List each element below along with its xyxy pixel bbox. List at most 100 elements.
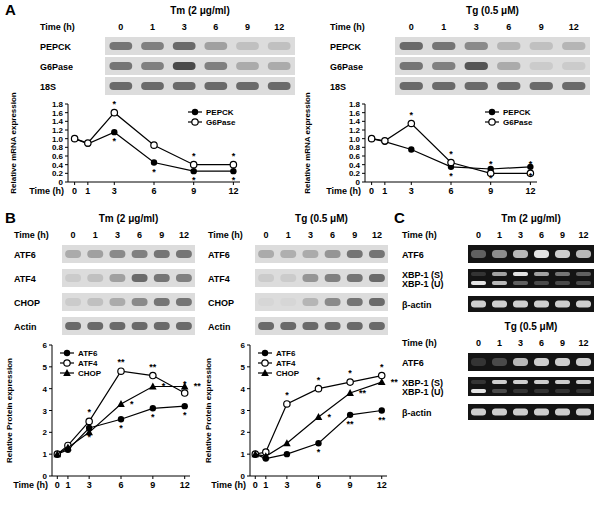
x-tick-label: 1 bbox=[382, 186, 387, 196]
x-tick-label: 9 bbox=[348, 480, 353, 490]
significance: * bbox=[380, 362, 384, 372]
data-point bbox=[111, 109, 117, 115]
plot-area bbox=[251, 372, 385, 461]
legend-label: PEPCK bbox=[503, 108, 531, 117]
y-tick bbox=[247, 432, 250, 433]
time-value: 1 bbox=[497, 230, 502, 240]
time-value: 12 bbox=[569, 22, 579, 32]
y-tick-label: 1.4 bbox=[52, 117, 64, 126]
significance: * bbox=[87, 407, 91, 417]
legend-label: ATF4 bbox=[276, 359, 296, 368]
time-value: 0 bbox=[476, 338, 481, 348]
significance: * bbox=[162, 381, 166, 391]
y-tick-label: 3 bbox=[241, 407, 246, 416]
y-tick-label: 5 bbox=[241, 363, 246, 372]
significance: * bbox=[151, 412, 155, 422]
band bbox=[132, 250, 148, 258]
data-point bbox=[86, 418, 92, 424]
y-tick bbox=[65, 147, 68, 148]
y-tick-label: 1.2 bbox=[52, 126, 64, 135]
x-tick-label: 0 bbox=[55, 480, 60, 490]
significance: * bbox=[87, 432, 91, 442]
significance: * bbox=[348, 368, 352, 378]
data-point bbox=[54, 450, 62, 457]
legend-marker bbox=[192, 109, 198, 115]
band bbox=[497, 82, 520, 90]
band bbox=[173, 42, 196, 50]
data-point bbox=[85, 141, 91, 147]
y-tick-label: 0.8 bbox=[52, 143, 64, 152]
band bbox=[268, 82, 291, 90]
x-axis-title: Time (h) bbox=[326, 186, 361, 196]
significance: * bbox=[130, 399, 134, 409]
band bbox=[497, 42, 520, 50]
time-value: 12 bbox=[179, 230, 189, 240]
group-title: Tm (2 μg/ml) bbox=[99, 213, 158, 224]
significance: * bbox=[232, 175, 236, 185]
data-point bbox=[181, 390, 187, 396]
band bbox=[555, 358, 570, 366]
x-tick bbox=[384, 182, 385, 185]
band bbox=[280, 250, 296, 258]
blot-background bbox=[62, 317, 195, 335]
band bbox=[141, 82, 164, 90]
blot-background bbox=[105, 77, 295, 95]
time-label: Time (h) bbox=[208, 230, 243, 240]
band bbox=[369, 274, 385, 282]
series-line bbox=[57, 406, 184, 454]
significance: * bbox=[113, 136, 117, 146]
x-tick-label: 0 bbox=[72, 186, 77, 196]
y-tick bbox=[362, 156, 365, 157]
significance: * bbox=[317, 447, 321, 457]
y-tick-label: 2 bbox=[241, 428, 246, 437]
band bbox=[534, 272, 549, 276]
significance: ** bbox=[117, 357, 125, 367]
x-tick-label: 0 bbox=[253, 480, 258, 490]
x-tick bbox=[350, 476, 351, 479]
panel-letter: A bbox=[5, 1, 16, 18]
blot-background bbox=[105, 57, 295, 75]
row-label: ATF6 bbox=[208, 250, 230, 260]
time-value: 12 bbox=[274, 22, 284, 32]
time-value: 6 bbox=[539, 230, 544, 240]
series-line bbox=[372, 139, 531, 169]
y-tick-label: 1.0 bbox=[349, 135, 361, 144]
time-value: 3 bbox=[115, 230, 120, 240]
band bbox=[236, 82, 259, 90]
band bbox=[176, 298, 192, 306]
data-point bbox=[346, 389, 354, 396]
band bbox=[109, 82, 132, 90]
significance: * bbox=[152, 167, 156, 177]
row-label: ATF6 bbox=[402, 358, 424, 368]
x-tick bbox=[152, 476, 153, 479]
band bbox=[154, 274, 170, 282]
y-tick-label: 0.2 bbox=[349, 169, 361, 178]
x-tick bbox=[121, 476, 122, 479]
x-tick bbox=[57, 476, 58, 479]
y-tick bbox=[362, 182, 365, 183]
row-label: CHOP bbox=[14, 298, 40, 308]
y-tick bbox=[362, 112, 365, 113]
y-tick bbox=[49, 432, 52, 433]
time-value: 6 bbox=[137, 230, 142, 240]
band bbox=[576, 301, 591, 308]
legend-marker bbox=[489, 109, 495, 115]
time-value: 0 bbox=[71, 230, 76, 240]
significance: ** bbox=[149, 362, 157, 372]
data-point bbox=[379, 372, 385, 378]
band bbox=[492, 409, 507, 416]
x-tick bbox=[371, 182, 372, 185]
y-tick-label: 3 bbox=[43, 407, 48, 416]
band bbox=[492, 358, 507, 366]
y-tick bbox=[49, 345, 52, 346]
y-axis-title: Relative Protein expression bbox=[204, 358, 213, 463]
band bbox=[87, 322, 103, 330]
significance: * bbox=[113, 99, 117, 109]
y-tick bbox=[362, 104, 365, 105]
y-tick-label: 6 bbox=[43, 341, 48, 350]
time-value: 0 bbox=[118, 22, 123, 32]
band bbox=[513, 380, 528, 384]
data-point bbox=[150, 405, 156, 411]
y-tick-label: 1.6 bbox=[52, 109, 64, 118]
data-point bbox=[408, 120, 414, 126]
